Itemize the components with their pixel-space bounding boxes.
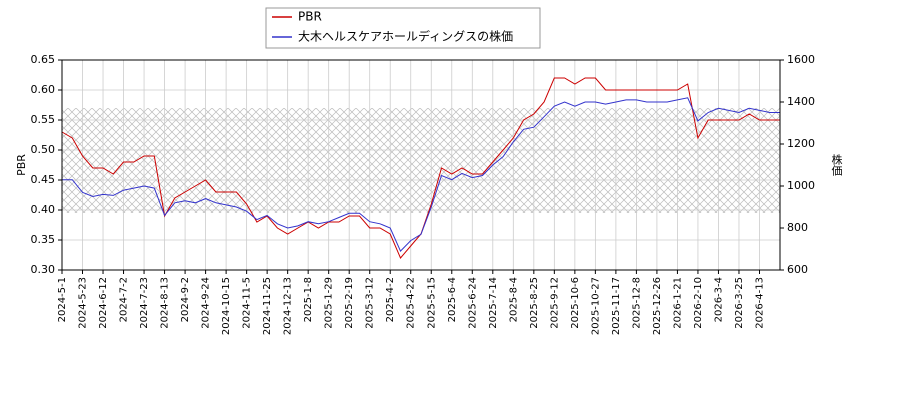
legend-label: 大木ヘルスケアホールディングスの株価 [298,29,513,44]
x-tick-label: 2025-8-4 [508,277,519,322]
y-tick-label: 0.30 [31,263,56,276]
range-band [62,108,780,213]
legend: PBR 大木ヘルスケアホールディングスの株価 [265,7,541,49]
x-tick-label: 2025-4-22 [406,277,417,329]
x-tick-label: 2024-8-13 [160,277,171,329]
x-tick-label: 2024-7-23 [139,277,150,329]
x-tick-label: 2026-4-13 [754,277,765,329]
y-tick-label: 0.45 [31,173,56,186]
x-tick-label: 2025-7-14 [488,277,499,329]
x-tick-label: 2024-12-13 [283,277,294,335]
y2-tick-label: 1000 [787,179,815,192]
y2-tick-label: 1400 [787,95,815,108]
x-tick-label: 2025-6-4 [447,277,458,322]
legend-label: PBR [298,10,322,24]
y2-tick-label: 1600 [787,53,815,66]
x-tick-label: 2025-6-24 [467,277,478,329]
x-tick-label: 2026-1-21 [672,277,683,329]
x-tick-label: 2026-3-4 [713,277,724,322]
y-tick-label: 0.35 [31,233,56,246]
y2-axis-label: 株価 [830,153,843,176]
y-tick-label: 0.60 [31,83,56,96]
y-tick-label: 0.50 [31,143,56,156]
x-tick-label: 2025-2-19 [344,277,355,329]
x-tick-label: 2025-10-6 [570,277,581,329]
x-tick-label: 2024-10-15 [221,277,232,335]
x-tick-label: 2024-11-25 [262,277,273,335]
x-tick-label: 2025-12-8 [631,277,642,329]
x-tick-label: 2024-9-2 [180,277,191,322]
x-tick-label: 2024-5-1 [57,277,68,322]
y2-tick-label: 800 [787,221,808,234]
y2-tick-label: 600 [787,263,808,276]
y-tick-label: 0.65 [31,53,56,66]
x-tick-label: 2026-3-25 [734,277,745,329]
x-tick-label: 2024-6-12 [98,277,109,329]
y2-tick-label: 1200 [787,137,815,150]
x-tick-label: 2025-1-29 [324,277,335,329]
x-tick-label: 2024-7-2 [119,277,130,322]
x-tick-label: 2024-11-5 [242,277,253,329]
x-tick-label: 2025-3-12 [365,277,376,329]
y-tick-label: 0.40 [31,203,56,216]
x-tick-label: 2025-4-2 [385,277,396,322]
x-tick-label: 2024-9-24 [201,277,212,329]
x-tick-label: 2025-5-15 [426,277,437,329]
legend-box [265,7,541,49]
y-axis-label: PBR [15,154,28,176]
x-tick-label: 2025-1-8 [303,277,314,322]
x-tick-label: 2025-10-27 [590,277,601,335]
x-tick-label: 2024-5-23 [78,277,89,329]
x-tick-label: 2026-2-10 [693,277,704,329]
x-tick-label: 2025-9-12 [549,277,560,329]
plot-frame [61,59,781,271]
x-tick-label: 2025-11-17 [611,277,622,335]
x-tick-label: 2025-12-26 [652,277,663,335]
y-tick-label: 0.55 [31,113,56,126]
x-tick-label: 2025-8-25 [529,277,540,329]
series-line [62,97,780,252]
